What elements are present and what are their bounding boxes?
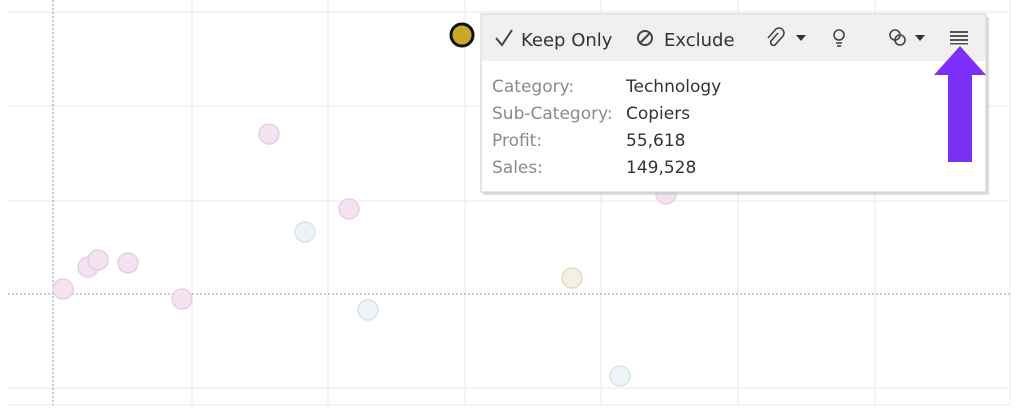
dropdown-arrow[interactable] [915, 35, 925, 41]
keep-only-button[interactable]: Keep Only [521, 30, 613, 51]
point[interactable] [117, 252, 139, 274]
point[interactable] [258, 123, 280, 145]
field-value: Technology [625, 77, 721, 97]
point[interactable] [338, 198, 360, 220]
field-value: 55,618 [626, 131, 685, 151]
view-data-icon[interactable] [950, 31, 968, 45]
point[interactable] [171, 288, 193, 310]
point[interactable] [561, 267, 583, 289]
point[interactable] [357, 299, 379, 321]
selected-point[interactable] [449, 22, 475, 48]
point[interactable] [87, 249, 109, 271]
dropdown-arrow[interactable] [796, 35, 806, 41]
point[interactable] [609, 365, 631, 387]
point[interactable] [294, 221, 316, 243]
field-value: Copiers [626, 104, 690, 124]
group-icon[interactable] [767, 27, 785, 47]
exclude-button[interactable]: Exclude [664, 30, 735, 51]
tooltip-rows: Category: Technology Sub-Category: Copiers P… [492, 77, 721, 178]
exclude-icon[interactable] [637, 30, 653, 46]
field-value: 149,528 [626, 158, 696, 178]
tooltip-toolbar [482, 15, 985, 61]
field-label: Profit: [492, 131, 542, 151]
field-label: Sub-Category: [492, 104, 613, 124]
faded-points [52, 123, 677, 387]
explain-icon[interactable] [833, 29, 845, 47]
set-icon[interactable] [889, 29, 906, 46]
field-label: Sales: [492, 158, 543, 178]
check-icon[interactable] [495, 29, 513, 47]
point[interactable] [52, 278, 74, 300]
tooltip: Keep Only Exclude Category: Technology Sub… [480, 13, 989, 195]
arrow [934, 46, 986, 162]
field-label: Category: [492, 77, 574, 97]
